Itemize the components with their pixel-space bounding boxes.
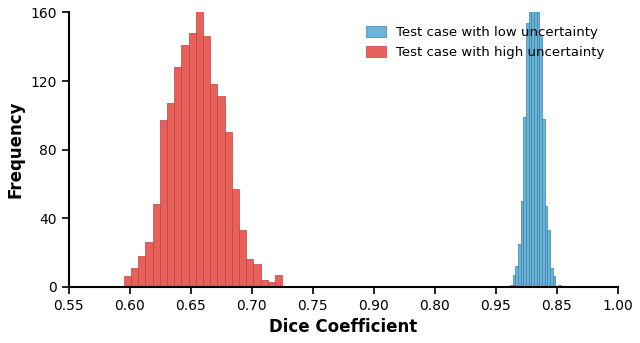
Bar: [203, 36, 210, 287]
Bar: [529, 0, 531, 287]
Bar: [540, 35, 542, 287]
Bar: [167, 103, 174, 287]
Y-axis label: Frequency: Frequency: [7, 101, 25, 198]
Bar: [515, 266, 518, 287]
Bar: [189, 33, 196, 287]
Bar: [218, 96, 225, 287]
Bar: [210, 84, 218, 287]
Bar: [531, 0, 534, 287]
Bar: [196, 5, 203, 287]
Bar: [131, 268, 138, 287]
Legend: Test case with low uncertainty, Test case with high uncertainty: Test case with low uncertainty, Test cas…: [359, 19, 611, 66]
Bar: [547, 230, 550, 287]
Bar: [239, 230, 246, 287]
Bar: [174, 67, 181, 287]
Bar: [553, 276, 556, 287]
Bar: [520, 201, 524, 287]
Bar: [537, 0, 540, 287]
Bar: [160, 120, 167, 287]
Bar: [246, 259, 253, 287]
Bar: [181, 45, 189, 287]
Bar: [545, 206, 547, 287]
Bar: [152, 204, 160, 287]
Bar: [253, 264, 260, 287]
Bar: [225, 132, 232, 287]
Bar: [550, 268, 553, 287]
Bar: [232, 189, 239, 287]
Bar: [524, 117, 526, 287]
Bar: [558, 285, 561, 287]
Bar: [534, 0, 537, 287]
Bar: [518, 244, 520, 287]
Bar: [268, 282, 275, 287]
X-axis label: Dice Coefficient: Dice Coefficient: [269, 318, 417, 336]
Bar: [124, 276, 131, 287]
Bar: [138, 256, 145, 287]
Bar: [275, 275, 282, 287]
Bar: [513, 275, 515, 287]
Bar: [542, 119, 545, 287]
Bar: [526, 23, 529, 287]
Bar: [510, 285, 513, 287]
Bar: [145, 242, 152, 287]
Bar: [260, 280, 268, 287]
